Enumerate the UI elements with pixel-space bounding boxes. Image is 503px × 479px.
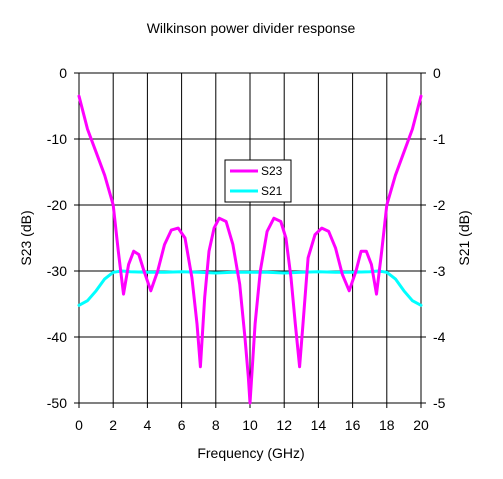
x-axis-title: Frequency (GHz) xyxy=(197,445,304,461)
left-y-tick-labels: 0 -10 -20 -30 -40 -50 xyxy=(47,65,67,411)
grid xyxy=(74,72,426,408)
series-line-s23 xyxy=(77,94,423,405)
x-tick-label-2: 4 xyxy=(144,417,152,433)
legend: S23 S21 xyxy=(224,159,292,203)
y-left-tick-label-1: -10 xyxy=(47,131,67,147)
x-tick-label-1: 2 xyxy=(109,417,117,433)
y-right-tick-label-0: 0 xyxy=(433,65,441,81)
y-left-tick-label-2: -20 xyxy=(47,197,67,213)
y-left-tick-label-5: -50 xyxy=(47,395,67,411)
y-left-tick-label-0: 0 xyxy=(59,65,67,81)
y-axis-right-title: S21 (dB) xyxy=(456,210,472,265)
x-tick-label-0: 0 xyxy=(75,417,83,433)
series-line-s21 xyxy=(77,269,423,307)
right-y-tick-labels: 0 -1 -2 -3 -4 -5 xyxy=(433,65,446,411)
legend-label-s23: S23 xyxy=(261,164,283,178)
y-right-tick-label-3: -3 xyxy=(433,263,446,279)
chart-title: Wilkinson power divider response xyxy=(147,20,356,36)
x-tick-label-3: 6 xyxy=(178,417,186,433)
x-tick-labels: 0 2 4 6 8 10 12 14 16 18 20 xyxy=(75,417,429,433)
y-left-tick-label-3: -30 xyxy=(47,263,67,279)
y-right-tick-label-1: -1 xyxy=(433,131,446,147)
x-tick-label-9: 18 xyxy=(379,417,395,433)
x-tick-label-10: 20 xyxy=(413,417,429,433)
y-axis-left-title: S23 (dB) xyxy=(18,210,34,265)
y-right-tick-label-5: -5 xyxy=(433,395,446,411)
x-tick-label-4: 8 xyxy=(212,417,220,433)
x-tick-label-7: 14 xyxy=(311,417,327,433)
legend-box xyxy=(224,159,292,203)
y-left-tick-label-4: -40 xyxy=(47,329,67,345)
x-tick-label-8: 16 xyxy=(345,417,361,433)
y-right-tick-label-4: -4 xyxy=(433,329,446,345)
legend-label-s21: S21 xyxy=(261,184,283,198)
y-right-tick-label-2: -2 xyxy=(433,197,446,213)
series-layer xyxy=(77,94,423,405)
x-tick-label-6: 12 xyxy=(276,417,292,433)
x-tick-label-5: 10 xyxy=(242,417,258,433)
